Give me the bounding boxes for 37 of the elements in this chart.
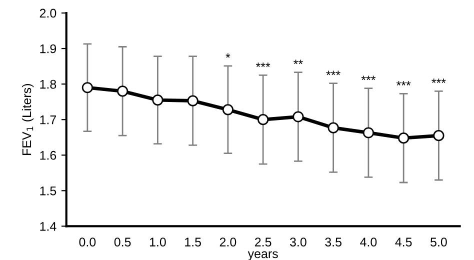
point	[82, 82, 93, 94]
x-tick-label: 1.0	[150, 238, 166, 246]
point	[222, 104, 234, 116]
point	[362, 127, 374, 138]
annotation: ***	[326, 70, 340, 76]
point	[398, 132, 410, 144]
y-tick-label: 1.9	[40, 44, 56, 54]
y-axis-title: FEV$_{1}$ (Liters)	[22, 84, 34, 155]
annotation: *	[226, 53, 230, 58]
point	[258, 114, 269, 126]
x-tick-label: 0.5	[114, 238, 131, 246]
y-tick-label: 2.0	[40, 8, 56, 18]
point	[292, 111, 304, 122]
y-tick-label: 1.5	[40, 186, 56, 196]
annotation: ***	[396, 81, 411, 86]
x-tick-label: 0.0	[79, 238, 96, 246]
annotation: ***	[361, 76, 376, 80]
x-tick-label: 4.0	[360, 238, 377, 246]
x-tick-label: 4.5	[395, 238, 412, 246]
y-tick-label: 1.8	[40, 80, 56, 89]
annotation: ***	[256, 62, 270, 67]
point	[152, 94, 164, 106]
x-tick-label: 3.5	[325, 238, 342, 246]
annotation: ***	[432, 78, 446, 83]
x-tick-label: 5.0	[430, 238, 447, 246]
x-tick-label: 2.5	[255, 238, 272, 246]
point	[328, 122, 339, 134]
x-tick-label: 3.0	[290, 238, 306, 246]
x-tick-label: 2.0	[220, 238, 236, 246]
y-tick-label: 1.4	[40, 222, 56, 231]
annotation: **	[294, 60, 303, 64]
x-tick-label: 1.5	[185, 238, 201, 246]
point	[187, 95, 198, 106]
point	[117, 86, 128, 97]
y-tick-label: 1.6	[40, 150, 56, 160]
point	[433, 130, 444, 142]
y-tick-label: 1.7	[40, 116, 56, 124]
